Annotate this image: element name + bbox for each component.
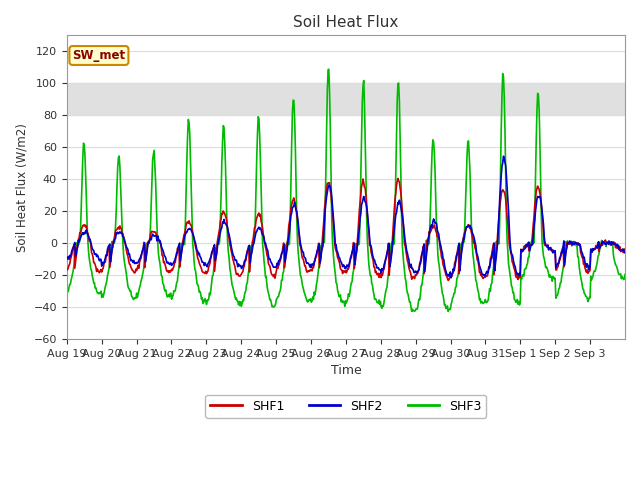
SHF2 xyxy=(500,153,508,159)
SHF1 xyxy=(280,240,287,246)
SHF1 xyxy=(444,277,452,283)
SHF3 xyxy=(231,294,239,300)
SHF2 xyxy=(129,258,136,264)
Line: SHF2: SHF2 xyxy=(67,156,625,278)
SHF2 xyxy=(621,249,629,254)
SHF1 xyxy=(231,263,239,269)
SHF2 xyxy=(280,245,287,251)
X-axis label: Time: Time xyxy=(330,364,361,377)
SHF3 xyxy=(444,309,452,314)
SHF3 xyxy=(259,241,266,247)
Line: SHF1: SHF1 xyxy=(67,179,625,280)
SHF2 xyxy=(63,256,70,262)
SHF1 xyxy=(394,176,402,181)
SHF3 xyxy=(621,272,629,277)
Legend: SHF1, SHF2, SHF3: SHF1, SHF2, SHF3 xyxy=(205,395,486,418)
Title: Soil Heat Flux: Soil Heat Flux xyxy=(293,15,399,30)
SHF1 xyxy=(436,239,444,244)
Y-axis label: Soil Heat Flux (W/m2): Soil Heat Flux (W/m2) xyxy=(15,123,28,252)
SHF3 xyxy=(436,264,444,270)
Text: SW_met: SW_met xyxy=(72,49,125,62)
SHF2 xyxy=(404,250,412,256)
Line: SHF3: SHF3 xyxy=(67,69,625,312)
SHF1 xyxy=(129,267,136,273)
SHF1 xyxy=(63,267,70,273)
SHF3 xyxy=(129,294,136,300)
SHF3 xyxy=(325,66,333,72)
SHF3 xyxy=(63,287,70,292)
SHF2 xyxy=(231,257,239,263)
SHF2 xyxy=(435,231,442,237)
SHF2 xyxy=(447,275,455,281)
SHF1 xyxy=(259,225,266,231)
SHF3 xyxy=(280,268,287,274)
SHF2 xyxy=(259,232,266,238)
SHF3 xyxy=(404,291,412,297)
SHF1 xyxy=(621,246,629,252)
SHF1 xyxy=(404,260,412,266)
Bar xyxy=(67,83,625,115)
